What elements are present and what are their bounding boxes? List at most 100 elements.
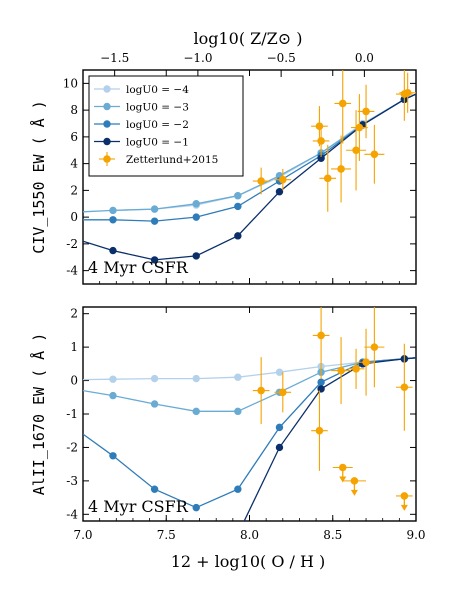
bottom-obs-clip — [252, 307, 413, 511]
top-ytick-label: 8 — [70, 103, 78, 117]
top-secondary-tick-label: −1.5 — [100, 51, 129, 65]
bottom-obs-point — [279, 388, 287, 397]
legend-label: logU0 = −4 — [126, 84, 189, 96]
top-obs-point — [337, 165, 345, 173]
top-ytick-label: -4 — [66, 264, 78, 278]
bottom-ylabel: AlII_1670 EW ( Å ) — [29, 333, 48, 496]
bottom-limit-point — [338, 463, 347, 472]
bottom-series-point-0 — [192, 374, 200, 383]
bottom-obs-point — [257, 386, 265, 395]
top-series-point-3 — [192, 252, 200, 260]
bottom-limit-point — [350, 477, 359, 485]
top-obs-point — [323, 174, 332, 183]
top-series-point-2 — [192, 213, 200, 221]
bottom-series-point-1 — [234, 407, 242, 416]
top-obs-clip — [252, 70, 416, 212]
bottom-xtick-label: 7.0 — [73, 528, 92, 542]
top-obs-point — [362, 107, 370, 116]
top-series-point-1 — [109, 206, 117, 215]
top-obs-point — [317, 137, 325, 145]
bottom-ytick-label: 2 — [70, 307, 78, 321]
bottom-ytick-label: 1 — [70, 340, 78, 354]
top-secondary-tick-label: −0.5 — [267, 51, 296, 65]
top-ytick-label: 4 — [70, 157, 78, 171]
top-series-point-2 — [234, 202, 242, 211]
bottom-ytick-label: -3 — [66, 474, 78, 488]
bottom-obs-point — [400, 383, 409, 392]
top-ytick-label: 0 — [70, 210, 78, 224]
bottom-panel-note: 4 Myr CSFR — [88, 497, 189, 516]
top-secondary-tick-label: 0.0 — [355, 51, 374, 65]
bottom-xtick-label: 7.5 — [157, 528, 176, 542]
bottom-observations — [252, 307, 413, 511]
bottom-limit-arrowhead — [400, 504, 408, 511]
bottom-limit-arrowhead — [350, 489, 358, 496]
bottom-series-point-3 — [275, 443, 284, 452]
bottom-series-point-0 — [234, 373, 242, 381]
legend-marker — [103, 137, 111, 146]
top-series-point-3 — [275, 188, 284, 196]
bottom-series-point-2 — [150, 485, 159, 493]
top-series-point-1 — [150, 205, 159, 213]
bottom-series-2 — [83, 355, 416, 512]
bottom-ticks: 7.0 7.5 8.0 8.5 9.0 -4 -3 -2 -1 0 1 2 — [66, 307, 425, 542]
bottom-ytick-label: -2 — [66, 440, 78, 454]
top-ticks: -4 -2 0 2 4 6 8 10 −1.5 −1.0 −0.5 0.0 — [63, 51, 417, 284]
top-series-line-3 — [83, 93, 416, 261]
legend-marker — [103, 85, 111, 93]
bottom-series-point-0 — [150, 374, 159, 383]
top-series-point-1 — [234, 192, 242, 200]
bottom-series-point-1 — [150, 400, 159, 408]
top-obs-point — [338, 99, 347, 108]
legend-marker — [103, 155, 111, 163]
legend-item-4: Zetterlund+2015 — [99, 152, 218, 166]
bottom-panel: 7.0 7.5 8.0 8.5 9.0 -4 -3 -2 -1 0 1 2 4 Myr CSFR Al… — [29, 306, 426, 571]
legend-label: logU0 = −1 — [126, 137, 189, 149]
top-ytick-label: 6 — [70, 130, 78, 144]
top-series-point-3 — [109, 246, 117, 255]
legend: logU0 = −4 logU0 = −3 logU0 = −2 logU0 = −1… — [88, 75, 244, 177]
top-ytick-label: -2 — [66, 237, 78, 251]
bottom-series-point-1 — [192, 407, 200, 416]
top-obs-point — [257, 177, 265, 185]
top-obs-point — [352, 146, 360, 155]
bottom-obs-point — [370, 343, 379, 351]
top-secondary-tick-label: −1.0 — [183, 51, 212, 65]
top-obs-point — [279, 175, 287, 184]
bottom-series-line-2 — [83, 357, 416, 509]
top-obs-point — [403, 88, 412, 97]
bottom-xlabel: 12 + log10( O / H ) — [171, 552, 326, 571]
bottom-series-point-3 — [317, 385, 325, 393]
top-secondary-xlabel: log10( Z/Z⊙ ) — [193, 29, 302, 48]
bottom-ytick-label: -4 — [66, 507, 78, 521]
legend-item-1: logU0 = −3 — [94, 102, 189, 114]
top-series-point-2 — [150, 217, 159, 225]
top-series-point-3 — [150, 256, 159, 264]
bottom-obs-point — [352, 365, 360, 373]
bottom-series-point-3 — [193, 544, 200, 551]
legend-marker — [103, 120, 111, 128]
bottom-ytick-label: -1 — [66, 407, 78, 421]
legend-item-0: logU0 = −4 — [94, 84, 189, 96]
bottom-series-point-2 — [317, 378, 325, 386]
bottom-series-point-0 — [109, 375, 117, 383]
top-obs-point — [370, 150, 379, 159]
legend-item-3: logU0 = −1 — [94, 137, 189, 149]
bottom-limit-point — [400, 492, 409, 500]
top-ytick-label: 10 — [63, 76, 78, 90]
bottom-obs-point — [337, 366, 345, 375]
bottom-series-point-2 — [275, 423, 284, 432]
top-observations — [252, 70, 416, 212]
top-panel-note: 4 Myr CSFR — [88, 258, 189, 277]
top-ytick-label: 2 — [70, 183, 78, 197]
top-series-point-2 — [109, 216, 117, 224]
bottom-obs-point — [317, 331, 325, 340]
top-ylabel: CIV_1550 EW ( Å ) — [29, 100, 48, 254]
bottom-xtick-label: 8.5 — [323, 528, 342, 542]
bottom-series-point-2 — [234, 485, 242, 493]
bottom-ytick-label: 0 — [70, 374, 78, 388]
top-obs-point — [355, 123, 364, 132]
top-series-point-3 — [234, 232, 242, 240]
bottom-series-point-2 — [109, 452, 117, 460]
